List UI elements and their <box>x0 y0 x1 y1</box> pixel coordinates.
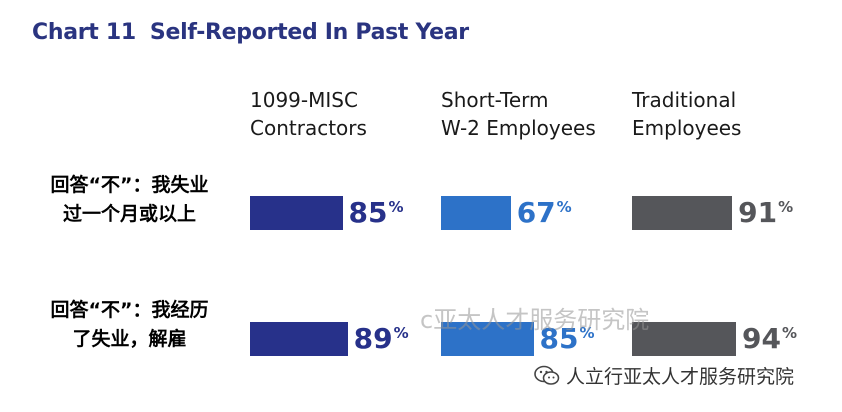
value-label-contractors-row1: 85% <box>349 196 404 234</box>
chart-number: Chart 11 <box>32 20 136 45</box>
value-label-traditional-row1: 91% <box>738 196 793 234</box>
value-number: 89 <box>353 322 393 355</box>
value-label-contractors-row2: 89% <box>354 322 409 360</box>
bar-short-term-row1 <box>441 196 511 230</box>
header-line: Contractors <box>250 116 367 140</box>
footer-brand-text: 人立行亚太人才服务研究院 <box>566 366 795 388</box>
header-line: W-2 Employees <box>441 116 596 140</box>
watermark: c亚太人才服务研究院 <box>420 306 650 334</box>
value-label-short-term-row1: 67% <box>517 196 572 234</box>
column-header-traditional: Traditional Employees <box>632 86 817 142</box>
row-label-laid-off: 回答“不”：我经历 了失业，解雇 <box>22 296 237 354</box>
row-label-unemployed-month: 回答“不”：我失业 过一个月或以上 <box>22 171 237 229</box>
value-number: 94 <box>741 322 781 355</box>
percent-sign: % <box>778 198 794 216</box>
column-header-short-term: Short-Term W-2 Employees <box>441 86 626 142</box>
bar-contractors-row2 <box>250 322 348 356</box>
value-number: 85 <box>539 322 579 355</box>
bar-short-term-row2 <box>441 322 534 356</box>
value-label-short-term-row2: 85% <box>540 322 595 360</box>
bar-contractors-row1 <box>250 196 343 230</box>
row-label-line: 过一个月或以上 <box>62 203 196 225</box>
chart-title-text: Self-Reported In Past Year <box>149 20 469 45</box>
bar-traditional-row2 <box>632 322 736 356</box>
value-number: 85 <box>348 196 388 229</box>
header-line: Employees <box>632 116 742 140</box>
row-label-line: 了失业，解雇 <box>72 328 187 350</box>
header-line: 1099-MISC <box>250 88 358 112</box>
row-label-line: 回答“不”：我经历 <box>50 299 209 321</box>
wechat-icon <box>534 365 560 385</box>
percent-sign: % <box>393 324 409 342</box>
value-number: 67 <box>516 196 556 229</box>
header-line: Short-Term <box>441 88 549 112</box>
value-label-traditional-row2: 94% <box>742 322 797 360</box>
percent-sign: % <box>556 198 572 216</box>
column-header-contractors: 1099-MISC Contractors <box>250 86 435 142</box>
bar-traditional-row1 <box>632 196 733 230</box>
percent-sign: % <box>388 198 404 216</box>
row-label-line: 回答“不”：我失业 <box>50 174 209 196</box>
header-line: Traditional <box>632 88 737 112</box>
footer-brand: 人立行亚太人才服务研究院 <box>534 362 794 389</box>
chart-title: Chart 11 Self-Reported In Past Year <box>32 20 469 45</box>
percent-sign: % <box>781 324 797 342</box>
value-number: 91 <box>738 196 778 229</box>
percent-sign: % <box>579 324 595 342</box>
